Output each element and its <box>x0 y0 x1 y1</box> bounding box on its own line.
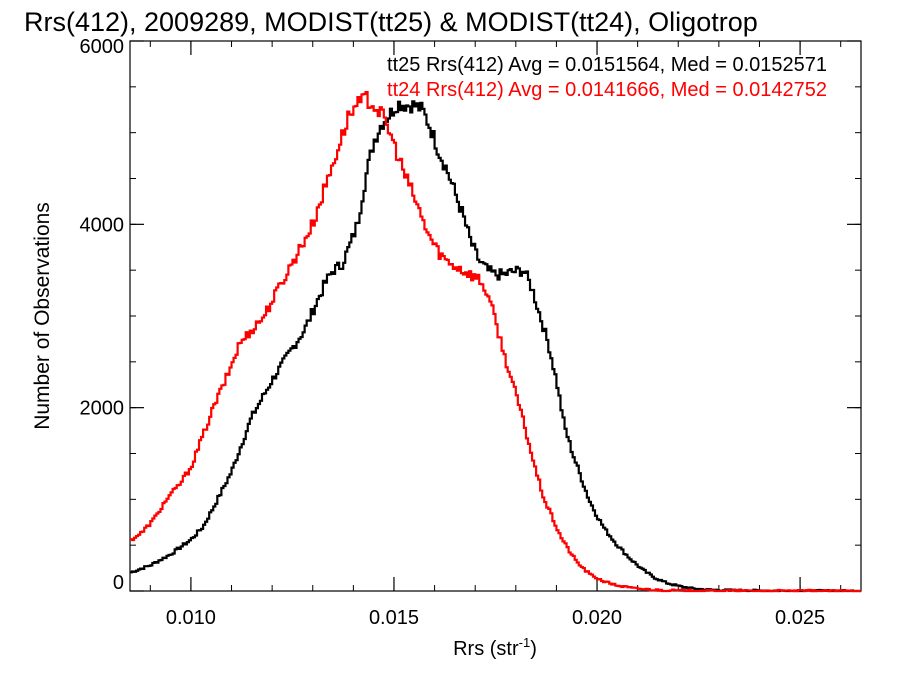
y-tick-label: 6000 <box>80 36 125 58</box>
annotations: tt25 Rrs(412) Avg = 0.0151564, Med = 0.0… <box>387 54 827 101</box>
x-tick-label: 0.015 <box>369 607 419 629</box>
x-tick-label: 0.010 <box>166 607 216 629</box>
x-axis: 0.010 0.015 0.020 0.025 <box>149 41 842 629</box>
y-tick-label: 2000 <box>80 398 125 420</box>
x-tick-label: 0.020 <box>572 607 622 629</box>
series-tt25-line <box>130 100 861 593</box>
chart-title: Rrs(412), 2009289, MODIST(tt25) & MODIST… <box>24 7 758 37</box>
series-layer <box>130 90 861 593</box>
annotation-tt25: tt25 Rrs(412) Avg = 0.0151564, Med = 0.0… <box>387 54 827 76</box>
x-axis-label: Rrs (str-1) <box>453 635 537 660</box>
annotation-tt24: tt24 Rrs(412) Avg = 0.0141666, Med = 0.0… <box>387 79 827 101</box>
x-axis-label-close: ) <box>530 638 537 660</box>
x-axis-label-superscript: -1 <box>519 635 531 650</box>
x-axis-label-main: Rrs (str <box>453 638 519 660</box>
y-tick-label: 4000 <box>80 214 125 236</box>
y-axis: 0 2000 4000 6000 <box>80 36 861 594</box>
series-tt24-line <box>130 90 861 593</box>
y-axis-label: Number of Observations <box>31 202 54 430</box>
y-tick-label: 0 <box>113 572 124 594</box>
x-tick-label: 0.025 <box>775 607 825 629</box>
